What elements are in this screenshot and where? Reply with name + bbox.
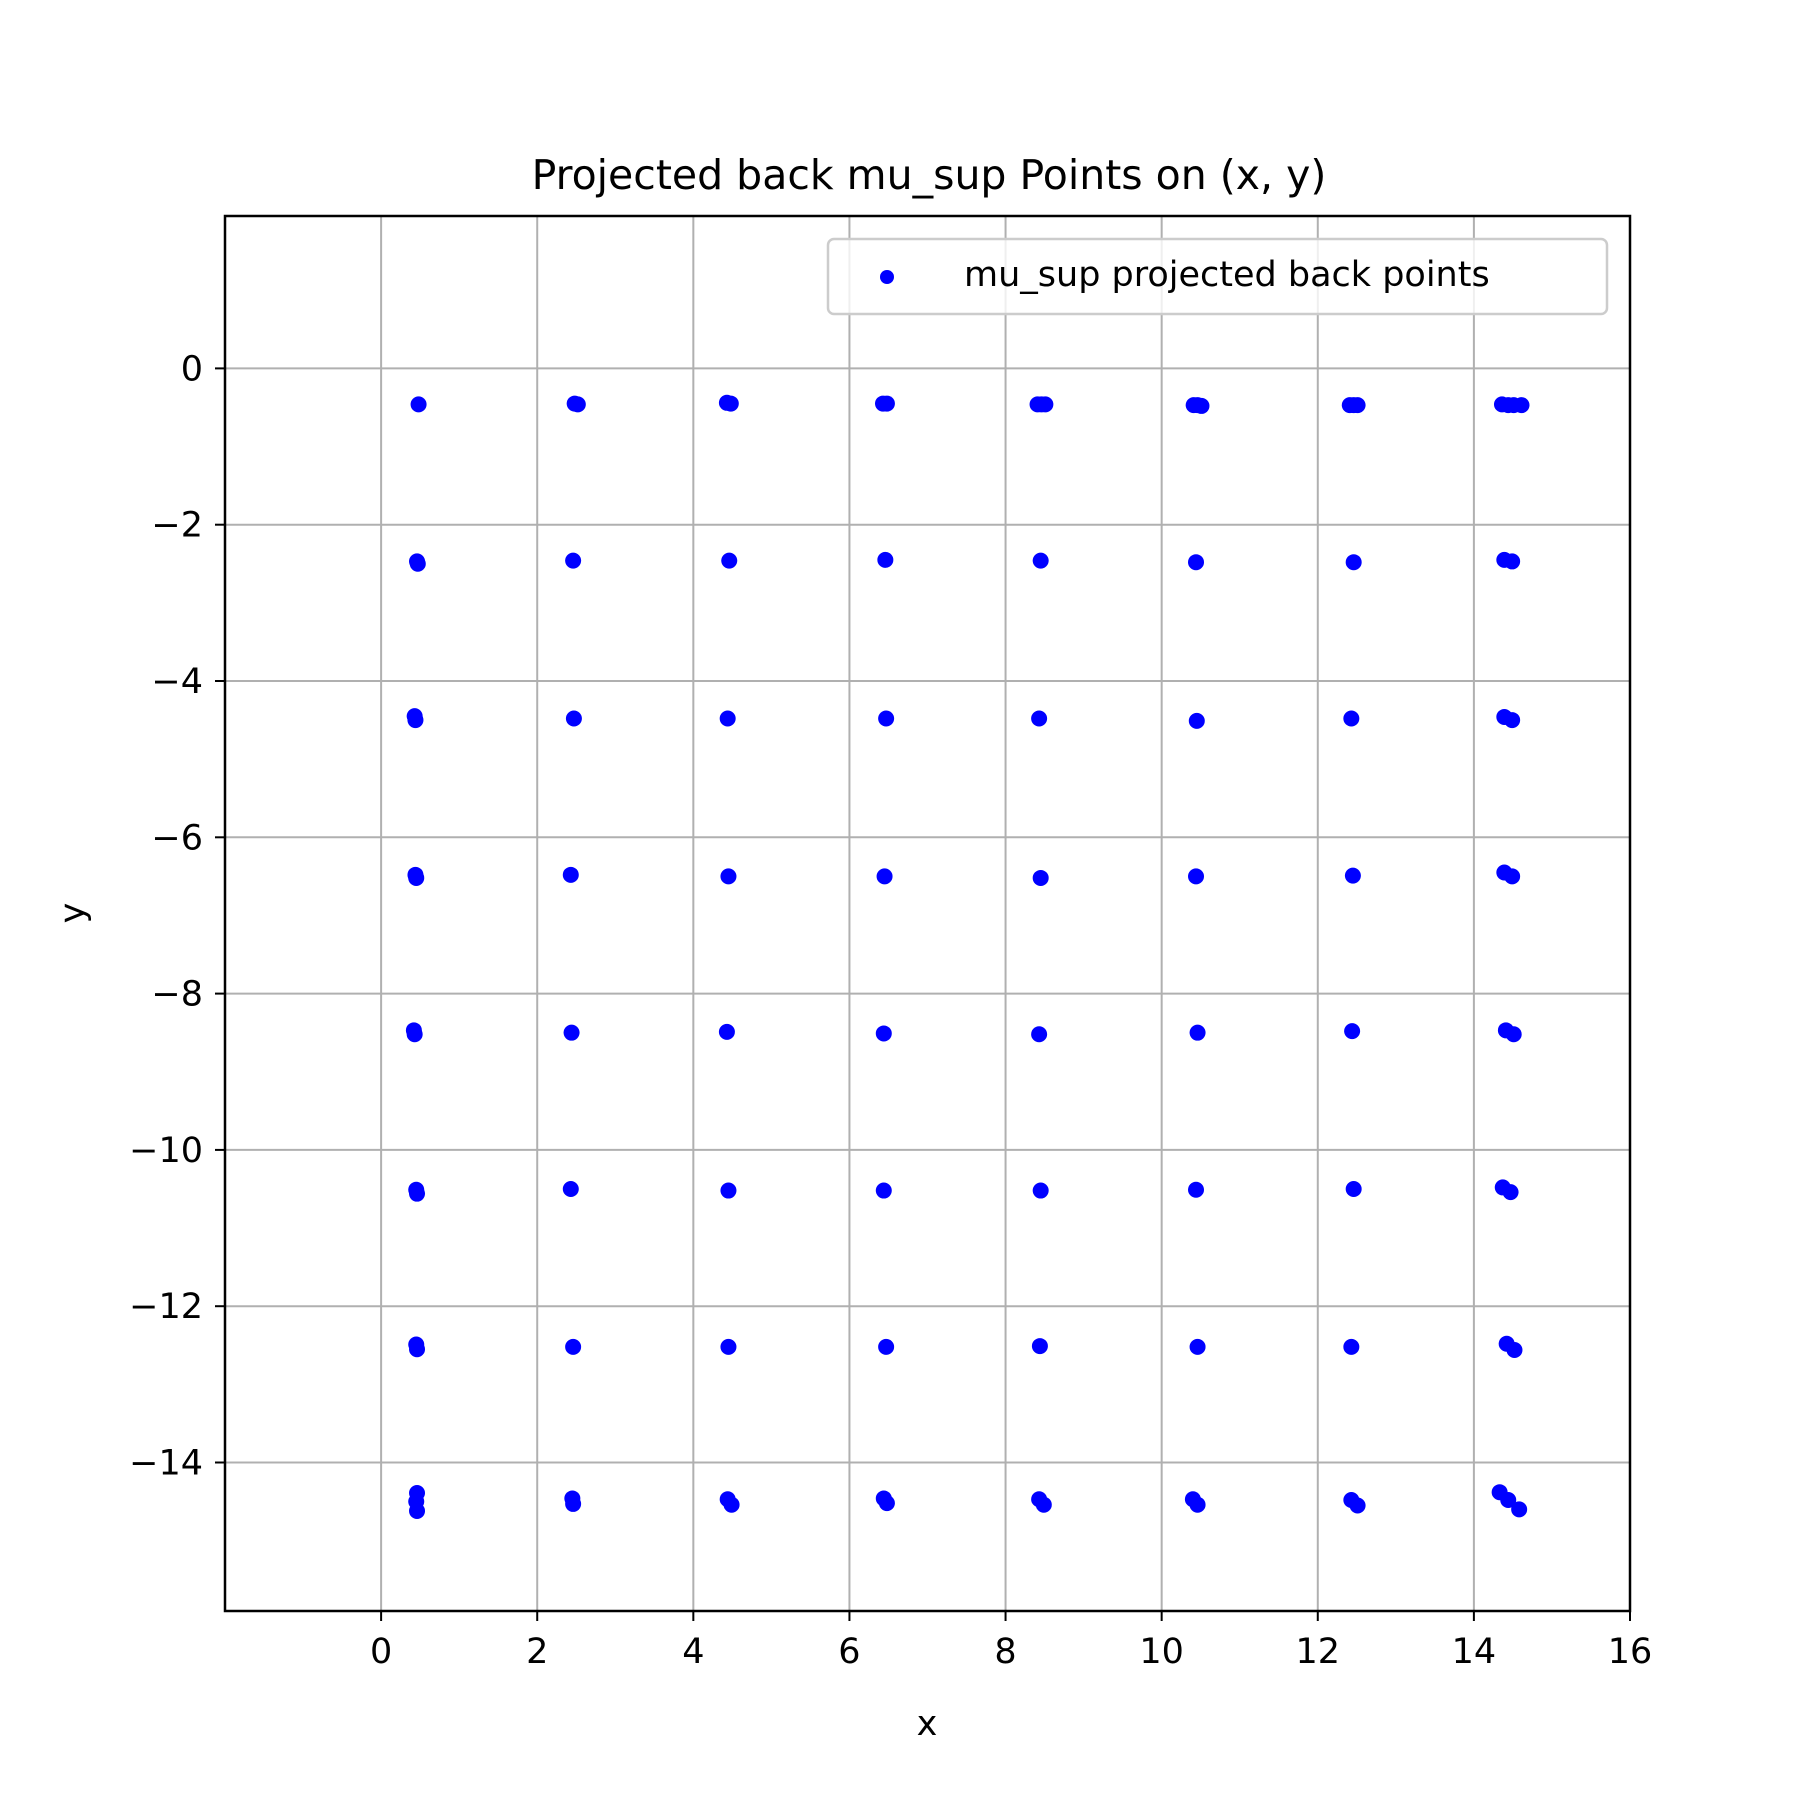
- scatter-point: [565, 552, 582, 569]
- scatter-point: [569, 396, 586, 413]
- legend-marker: [880, 270, 894, 284]
- scatter-point: [409, 1502, 426, 1519]
- scatter-point: [719, 710, 736, 727]
- scatter-point: [1189, 1024, 1206, 1041]
- scatter-point: [1031, 1338, 1048, 1355]
- scatter-point: [1344, 867, 1361, 884]
- scatter-point: [878, 395, 895, 412]
- scatter-point: [1188, 1181, 1205, 1198]
- scatter-point: [1035, 1496, 1052, 1513]
- x-tick-label: 0: [370, 1632, 392, 1672]
- scatter-point: [562, 1180, 579, 1197]
- scatter-point: [1037, 396, 1054, 413]
- x-tick-label: 16: [1608, 1632, 1653, 1672]
- legend: mu_sup projected back points: [826, 237, 1609, 316]
- scatter-point: [1193, 397, 1210, 414]
- scatter-point: [563, 1024, 580, 1041]
- scatter-point: [878, 710, 895, 727]
- scatter-point: [407, 712, 424, 729]
- scatter-point: [718, 1023, 735, 1040]
- scatter-point: [565, 710, 582, 727]
- scatter-point: [1500, 1492, 1517, 1509]
- scatter-point: [409, 1341, 426, 1358]
- scatter-point: [723, 1496, 740, 1513]
- scatter-point: [1513, 397, 1530, 414]
- chart-title: Projected back mu_sup Points on (x, y): [532, 151, 1327, 199]
- scatter-point: [1032, 552, 1049, 569]
- x-tick-label: 10: [1139, 1632, 1184, 1672]
- scatter-point: [1345, 554, 1362, 571]
- x-tick-label: 6: [838, 1632, 860, 1672]
- scatter-point: [1188, 712, 1205, 729]
- scatter-point: [1032, 869, 1049, 886]
- y-tick-label: −14: [129, 1444, 203, 1484]
- scatter-point: [875, 1025, 892, 1042]
- y-tick-label: −6: [151, 818, 203, 858]
- scatter-points: [405, 394, 1530, 1519]
- scatter-point: [1502, 1184, 1519, 1201]
- scatter-point: [1188, 554, 1205, 571]
- scatter-point: [878, 1495, 895, 1512]
- scatter-point: [1031, 1026, 1048, 1043]
- scatter-point: [1189, 1338, 1206, 1355]
- y-tick-label: −12: [129, 1287, 203, 1327]
- scatter-point: [1349, 1497, 1366, 1514]
- x-tick-label: 14: [1452, 1632, 1497, 1672]
- scatter-point: [720, 868, 737, 885]
- scatter-point: [1349, 397, 1366, 414]
- plot-frame: [223, 214, 1632, 1613]
- scatter-point: [1345, 1180, 1362, 1197]
- scatter-point: [565, 1338, 582, 1355]
- scatter-point: [409, 1185, 426, 1202]
- scatter-point: [565, 1495, 582, 1512]
- legend-box: [826, 237, 1609, 316]
- x-axis-label: x: [917, 1704, 938, 1744]
- scatter-point: [722, 395, 739, 412]
- y-tick-label: 0: [181, 349, 203, 389]
- x-tick-label: 8: [994, 1632, 1016, 1672]
- scatter-point: [406, 1026, 423, 1043]
- scatter-point: [875, 1182, 892, 1199]
- scatter-point: [409, 555, 426, 572]
- y-tick-label: −2: [151, 506, 203, 546]
- scatter-point: [1506, 1341, 1523, 1358]
- axis-ticks: 0 2 4 6 8 10 12 14 16 0 −2 −4 −6 −8 −10 −12 −14: [129, 349, 1652, 1672]
- scatter-point: [1031, 710, 1048, 727]
- scatter-point: [562, 866, 579, 883]
- scatter-point: [878, 1338, 895, 1355]
- scatter-point: [1343, 1338, 1360, 1355]
- scatter-point: [1504, 712, 1521, 729]
- scatter-point: [876, 868, 893, 885]
- scatter-point: [1504, 553, 1521, 570]
- scatter-point: [1343, 710, 1360, 727]
- legend-label: mu_sup projected back points: [964, 255, 1490, 295]
- scatter-point: [877, 551, 894, 568]
- scatter-point: [1189, 1496, 1206, 1513]
- scatter-point: [721, 552, 738, 569]
- y-tick-label: −10: [129, 1131, 203, 1171]
- scatter-point: [720, 1182, 737, 1199]
- y-tick-label: −8: [151, 975, 203, 1015]
- scatter-point: [720, 1338, 737, 1355]
- scatter-point: [408, 869, 425, 886]
- y-tick-label: −4: [151, 662, 203, 702]
- scatter-point: [1188, 868, 1205, 885]
- x-tick-label: 12: [1296, 1632, 1341, 1672]
- scatter-point: [1504, 868, 1521, 885]
- scatter-point: [1505, 1026, 1522, 1043]
- y-axis-label: y: [53, 903, 93, 924]
- scatter-point: [1344, 1023, 1361, 1040]
- x-tick-label: 2: [526, 1632, 548, 1672]
- scatter-point: [1032, 1182, 1049, 1199]
- scatter-point: [410, 396, 427, 413]
- scatter-point: [1511, 1501, 1528, 1518]
- x-tick-label: 4: [682, 1632, 704, 1672]
